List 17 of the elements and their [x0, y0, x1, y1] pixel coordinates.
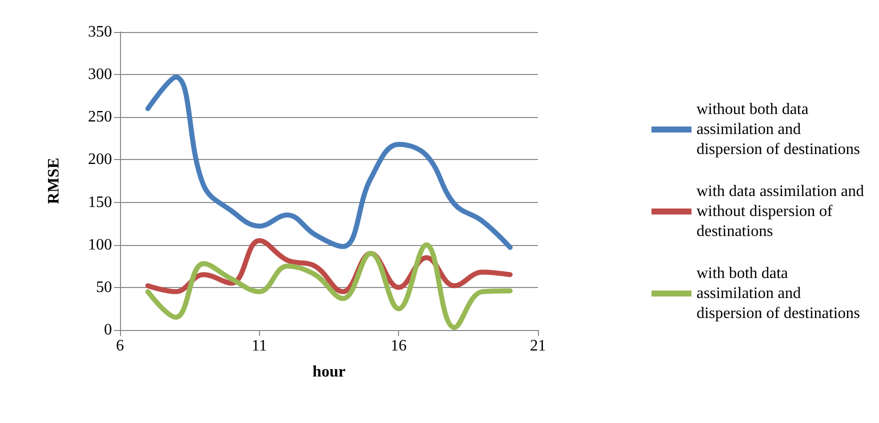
y-tick-label: 350 — [88, 24, 112, 40]
x-axis-title: hour — [312, 364, 346, 380]
x-tick-label: 21 — [530, 338, 546, 354]
y-tick-label: 250 — [88, 108, 112, 126]
y-tick-label: 150 — [88, 194, 112, 211]
y-tick-label: 100 — [88, 236, 112, 254]
x-tick-label: 11 — [252, 338, 268, 354]
y-tick-label: 200 — [88, 151, 112, 168]
legend-label: with both data assimilation and dispersion of destinations — [696, 265, 860, 322]
y-tick-label: 300 — [88, 66, 112, 84]
legend-label: without both data assimilation and dispersion of destinations — [696, 101, 860, 158]
y-tick-label: 0 — [104, 322, 112, 338]
y-tick-label: 50 — [96, 278, 112, 296]
x-tick-label: 16 — [390, 338, 407, 354]
y-axis-title: RMSE — [46, 158, 62, 204]
legend-label: with data assimilation and without dispersion of destinations — [696, 183, 864, 240]
x-tick-label: 6 — [116, 338, 124, 354]
